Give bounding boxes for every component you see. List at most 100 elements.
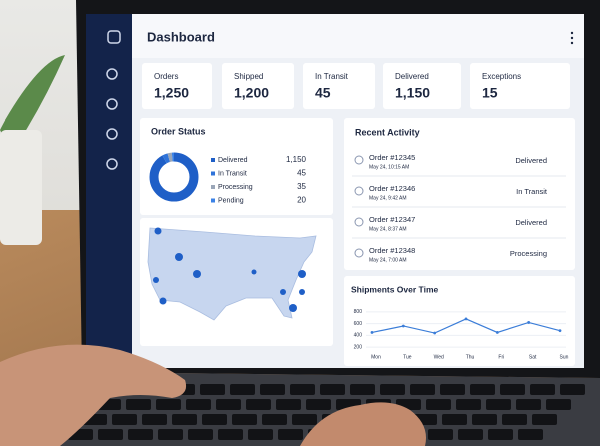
activity-status: Delivered [515, 218, 547, 227]
activity-time: May 24, 8:37 AM [369, 226, 407, 232]
plant [0, 55, 65, 150]
stat-label: Delivered [395, 72, 429, 81]
key [518, 429, 543, 440]
key [486, 399, 511, 410]
x-tick-label: Tue [403, 354, 412, 360]
key [156, 399, 181, 410]
key [230, 384, 255, 395]
left-hand [0, 344, 187, 446]
nav-icon[interactable] [106, 98, 118, 110]
card-title: Recent Activity [355, 127, 420, 137]
activity-icon [354, 248, 364, 258]
stat-card [142, 63, 212, 109]
key [516, 399, 541, 410]
activity-icon [354, 217, 364, 227]
y-tick-label: 400 [354, 333, 363, 339]
key [426, 399, 451, 410]
legend-swatch [211, 185, 215, 189]
key [232, 414, 257, 425]
key [218, 429, 243, 440]
key [488, 429, 513, 440]
key [530, 384, 555, 395]
stat-value: 1,150 [395, 85, 430, 101]
point [433, 331, 437, 335]
key [546, 399, 571, 410]
legend-swatch [211, 158, 215, 162]
us-map [147, 227, 317, 321]
key [246, 399, 271, 410]
legend-label: In Transit [218, 170, 247, 177]
key [276, 399, 301, 410]
y-tick-label: 200 [354, 344, 363, 350]
legend-swatch [211, 198, 215, 203]
key [440, 384, 465, 395]
plant-pot [0, 130, 42, 245]
key [262, 414, 287, 425]
x-tick-label: Thu [466, 354, 475, 360]
x-tick-label: Wed [434, 354, 444, 360]
nav-icon[interactable] [106, 68, 118, 80]
key [248, 429, 273, 440]
key [470, 384, 495, 395]
activity-time: May 24, 10:15 AM [369, 164, 409, 170]
key [456, 399, 481, 410]
key [290, 384, 315, 395]
activity-order: Order #12348 [369, 246, 415, 255]
key [128, 429, 153, 440]
shipments-card [344, 276, 575, 366]
point [495, 331, 499, 334]
nav-icon[interactable] [107, 30, 121, 44]
activity-order: Order #12347 [369, 215, 415, 224]
legend-label: Pending [218, 197, 244, 204]
stat-label: Orders [154, 72, 178, 81]
activity-status: In Transit [516, 187, 548, 196]
nav-icon[interactable] [106, 128, 118, 140]
stat-card [383, 63, 461, 109]
x-tick-label: Fri [498, 354, 504, 360]
donut-segment [149, 152, 199, 202]
activity-time: May 24, 9:42 AM [369, 195, 407, 201]
point [401, 324, 405, 328]
x-tick-label: Sun [560, 354, 569, 360]
key [502, 414, 527, 425]
stat-label: Exceptions [482, 72, 521, 81]
key [112, 414, 137, 425]
x-tick-label: Sat [529, 354, 537, 360]
key [350, 384, 375, 395]
activity-order: Order #12346 [369, 184, 415, 193]
activity-icon [354, 155, 364, 165]
key [216, 399, 241, 410]
stat-value: 45 [315, 85, 331, 101]
key [442, 414, 467, 425]
stat-value: 1,200 [234, 85, 269, 101]
point [527, 321, 531, 324]
key [410, 384, 435, 395]
legend-swatch [211, 171, 215, 176]
key [532, 414, 557, 425]
key [186, 399, 211, 410]
key [428, 429, 453, 440]
stat-label: In Transit [315, 72, 349, 81]
key [380, 384, 405, 395]
menu-button[interactable] [570, 31, 574, 45]
key [472, 414, 497, 425]
key [320, 384, 345, 395]
key [158, 429, 183, 440]
key [458, 429, 483, 440]
key [306, 399, 331, 410]
key [292, 414, 317, 425]
stat-card [470, 63, 570, 109]
y-tick-label: 800 [354, 309, 363, 315]
key [188, 429, 213, 440]
stat-value: 1,250 [154, 85, 189, 101]
y-tick-label: 600 [354, 321, 363, 327]
nav-icon[interactable] [106, 158, 118, 170]
activity-icon [354, 186, 364, 196]
key [172, 414, 197, 425]
stat-label: Shipped [234, 72, 263, 81]
point [558, 329, 562, 333]
legend-value: 20 [297, 196, 306, 205]
activity-status: Processing [510, 249, 547, 258]
